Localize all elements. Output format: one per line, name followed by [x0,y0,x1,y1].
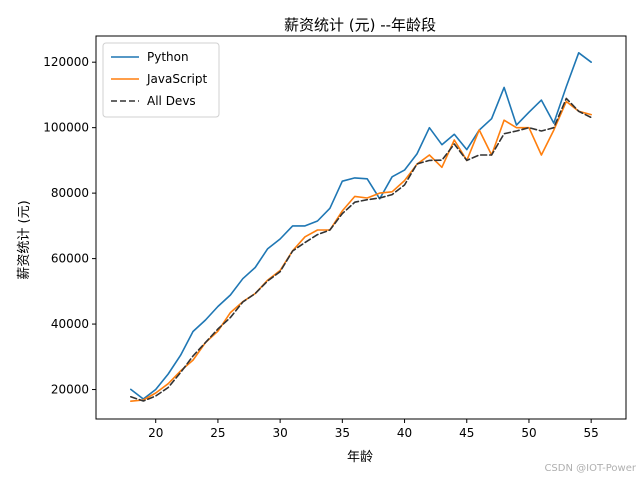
chart-title: 薪资统计 (元) --年龄段 [284,16,436,34]
legend: Python JavaScript All Devs [102,42,220,118]
x-tick-label: 40 [397,426,412,440]
x-tick-label: 35 [335,426,350,440]
x-tick-label: 55 [584,426,599,440]
y-tick-label: 80000 [51,186,89,200]
legend-label: Python [147,50,189,64]
y-tick-label: 100000 [43,121,89,135]
legend-label: All Devs [147,94,196,108]
x-axis-label: 年龄 [347,450,373,465]
series-group [130,51,593,403]
legend-box [102,42,220,118]
x-tick-label: 45 [459,426,474,440]
plot-area [95,35,627,420]
y-tick-label: 120000 [43,55,89,69]
y-tick-label: 20000 [51,383,89,397]
series-line-all-devs [130,97,593,402]
watermark: CSDN @IOT-Power [544,463,636,474]
x-axis: 20 25 30 35 40 45 50 55 [148,419,599,440]
y-axis: 20000 40000 60000 80000 100000 120000 [43,55,96,397]
x-tick-label: 25 [210,426,225,440]
series-line-python [130,51,593,400]
x-tick-label: 50 [521,426,536,440]
plot-frame [95,35,627,420]
y-tick-label: 40000 [51,317,89,331]
y-axis-label: 薪资统计 (元) [17,200,32,279]
x-tick-label: 30 [272,426,287,440]
series-line-javascript [130,100,593,403]
legend-label: JavaScript [146,72,207,86]
x-tick-label: 20 [148,426,163,440]
y-tick-label: 60000 [51,252,89,266]
